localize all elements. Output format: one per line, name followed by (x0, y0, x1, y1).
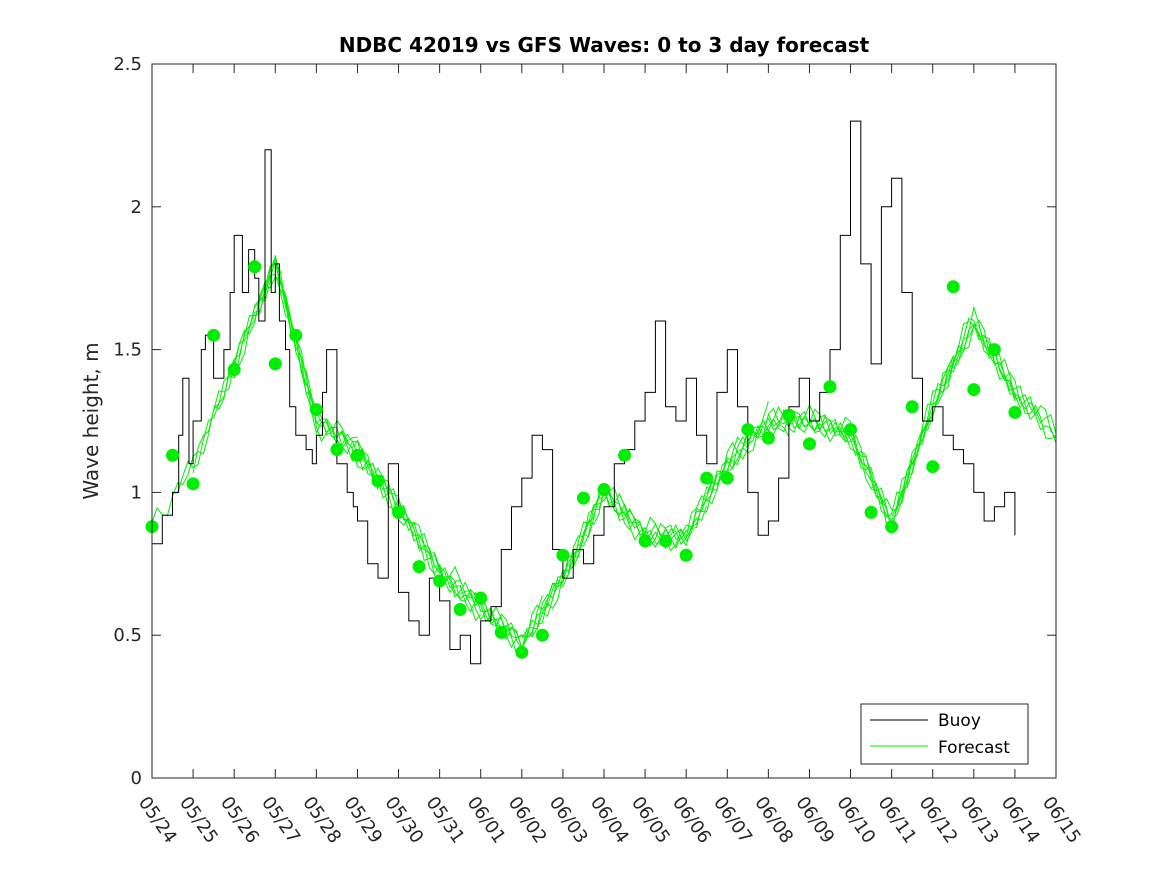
analysis-point (453, 602, 467, 616)
analysis-point (309, 403, 323, 417)
y-tick-label: 1 (131, 482, 142, 503)
forecast-run-line (480, 496, 605, 649)
analysis-point (268, 357, 282, 371)
analysis-point (844, 423, 858, 437)
analysis-point (289, 328, 303, 342)
legend-buoy-label: Buoy (938, 711, 981, 731)
analysis-point (987, 343, 1001, 357)
analysis-point (720, 471, 734, 485)
analysis-point (967, 383, 981, 397)
forecast-run-line (603, 460, 728, 545)
analysis-point (330, 443, 344, 457)
forecast-run-line (521, 488, 646, 639)
analysis-point (248, 260, 262, 274)
analysis-point (823, 380, 837, 394)
analysis-point (741, 423, 755, 437)
analysis-point (371, 474, 385, 488)
analysis-point (350, 448, 364, 462)
buoy-series-line (152, 120, 1016, 665)
analysis-point (700, 471, 714, 485)
analysis-point (433, 574, 447, 588)
analysis-point (556, 548, 570, 562)
analysis-point (576, 491, 590, 505)
analysis-point (926, 460, 940, 474)
analysis-point (679, 548, 693, 562)
chart-title: NDBC 42019 vs GFS Waves: 0 to 3 day fore… (339, 33, 870, 57)
analysis-point (761, 431, 775, 445)
analysis-point (638, 534, 652, 548)
analysis-point (392, 505, 406, 519)
buoy-line-layer (152, 120, 1016, 665)
analysis-point (618, 448, 632, 462)
analysis-point (412, 560, 426, 574)
analysis-point (535, 628, 549, 642)
forecast-run-line (254, 256, 379, 491)
analysis-point (597, 483, 611, 497)
y-axis-label: Wave height, m (79, 342, 103, 499)
analysis-point (515, 645, 529, 659)
analysis-point (474, 591, 488, 605)
legend-forecast-label: Forecast (938, 738, 1010, 758)
analysis-point (227, 363, 241, 377)
forecast-run-line (829, 355, 954, 519)
analysis-point (885, 520, 899, 534)
analysis-point (864, 505, 878, 519)
y-tick-label: 2 (131, 197, 142, 218)
forecast-run-line (952, 317, 1057, 439)
analysis-point (166, 448, 180, 462)
y-tick-label: 2.5 (113, 54, 142, 75)
analysis-points-layer (145, 260, 1022, 659)
legend-box (860, 703, 1029, 765)
analysis-point (207, 328, 221, 342)
analysis-point (946, 280, 960, 294)
forecast-run-line (213, 262, 338, 443)
analysis-point (1008, 405, 1022, 419)
y-tick-label: 0 (131, 768, 142, 789)
analysis-point (782, 408, 796, 422)
y-tick-label: 0.5 (113, 625, 142, 646)
analysis-point (494, 625, 508, 639)
legend: Buoy Forecast (860, 703, 1029, 765)
analysis-point (802, 437, 816, 451)
analysis-point (186, 477, 200, 491)
analysis-point (905, 400, 919, 414)
forecast-run-line (993, 346, 1057, 444)
y-tick-label: 1.5 (113, 340, 142, 361)
analysis-point (659, 534, 673, 548)
